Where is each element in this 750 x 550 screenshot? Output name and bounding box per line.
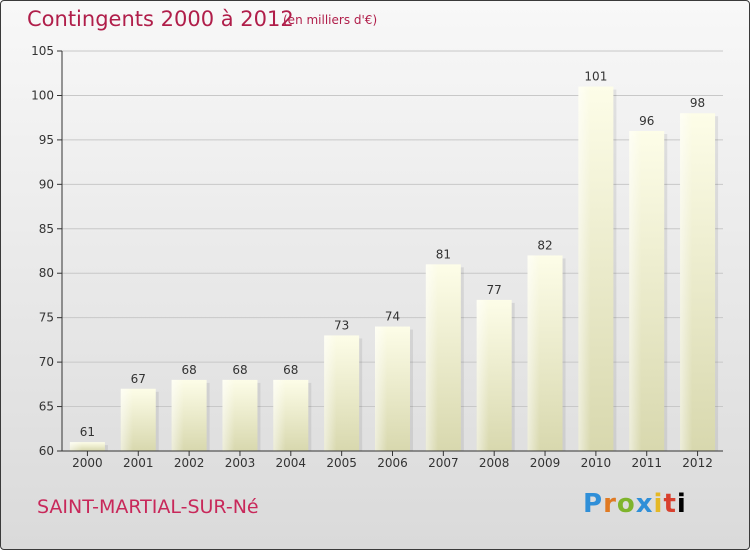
x-tick-label: 2003 [225, 456, 256, 470]
logo-letter: P [583, 489, 604, 519]
value-label: 74 [385, 310, 400, 324]
value-label: 73 [334, 318, 349, 332]
logo-letter: i [653, 489, 664, 519]
value-label: 61 [80, 425, 95, 439]
x-tick-label: 2008 [479, 456, 510, 470]
x-tick-label: 2001 [123, 456, 154, 470]
bar-highlight [273, 379, 286, 451]
bar-highlight [629, 131, 642, 451]
x-tick-label: 2009 [530, 456, 561, 470]
y-tick-label: 80 [39, 266, 54, 280]
y-tick-label: 60 [39, 444, 54, 458]
y-tick-label: 95 [39, 133, 54, 147]
x-tick-label: 2010 [581, 456, 612, 470]
bar-highlight [527, 255, 540, 451]
value-label: 96 [639, 114, 654, 128]
value-label: 98 [690, 96, 705, 110]
x-tick-label: 2012 [682, 456, 713, 470]
chart-subtitle: (en milliers d'€) [283, 13, 378, 27]
y-tick-label: 70 [39, 355, 54, 369]
value-label: 81 [436, 247, 451, 261]
value-label: 82 [537, 238, 552, 252]
y-tick-label: 90 [39, 177, 54, 191]
bar-highlight [425, 264, 439, 451]
bar-highlight [120, 388, 134, 451]
bar-highlight [222, 379, 235, 451]
proxiti-logo: Proxiti [583, 489, 687, 519]
y-tick-label: 85 [39, 222, 54, 236]
bar-highlight [171, 379, 184, 451]
value-label: 77 [487, 283, 502, 297]
x-tick-label: 2000 [72, 456, 103, 470]
y-tick-label: 65 [39, 400, 54, 414]
bars [69, 86, 719, 452]
x-tick-label: 2004 [276, 456, 307, 470]
value-label: 68 [283, 363, 298, 377]
logo-letter: i [676, 489, 687, 519]
bar-highlight [324, 335, 337, 451]
commune-name: SAINT-MARTIAL-SUR-Né [37, 496, 259, 518]
logo-letter: r [603, 489, 617, 519]
value-label: 68 [181, 363, 196, 377]
axes [57, 50, 723, 456]
value-label: 101 [584, 70, 607, 84]
logo-letter: t [663, 489, 677, 519]
bar-highlight [476, 299, 489, 451]
x-tick-label: 2006 [377, 456, 408, 470]
y-tick-label: 105 [31, 44, 54, 58]
bar-highlight [69, 442, 83, 451]
value-label: 67 [131, 372, 146, 386]
y-tick-label: 100 [31, 88, 54, 102]
x-tick-label: 2002 [174, 456, 205, 470]
x-tick-label: 2007 [428, 456, 459, 470]
y-tick-label: 75 [39, 311, 54, 325]
chart-title: Contingents 2000 à 2012 [27, 7, 294, 31]
logo-letter: o [616, 489, 636, 519]
value-label: 68 [232, 363, 247, 377]
x-tick-label: 2005 [326, 456, 357, 470]
bar-highlight [680, 113, 693, 451]
bar [69, 442, 105, 451]
x-tick-label: 2011 [631, 456, 662, 470]
bar-highlight [578, 86, 591, 452]
bar-highlight [375, 326, 388, 451]
labels: 60 65 70 75 80 85 90 95 100 105 61 2000 67 2001 68 2002… [31, 44, 713, 470]
logo-letter: x [635, 489, 654, 519]
